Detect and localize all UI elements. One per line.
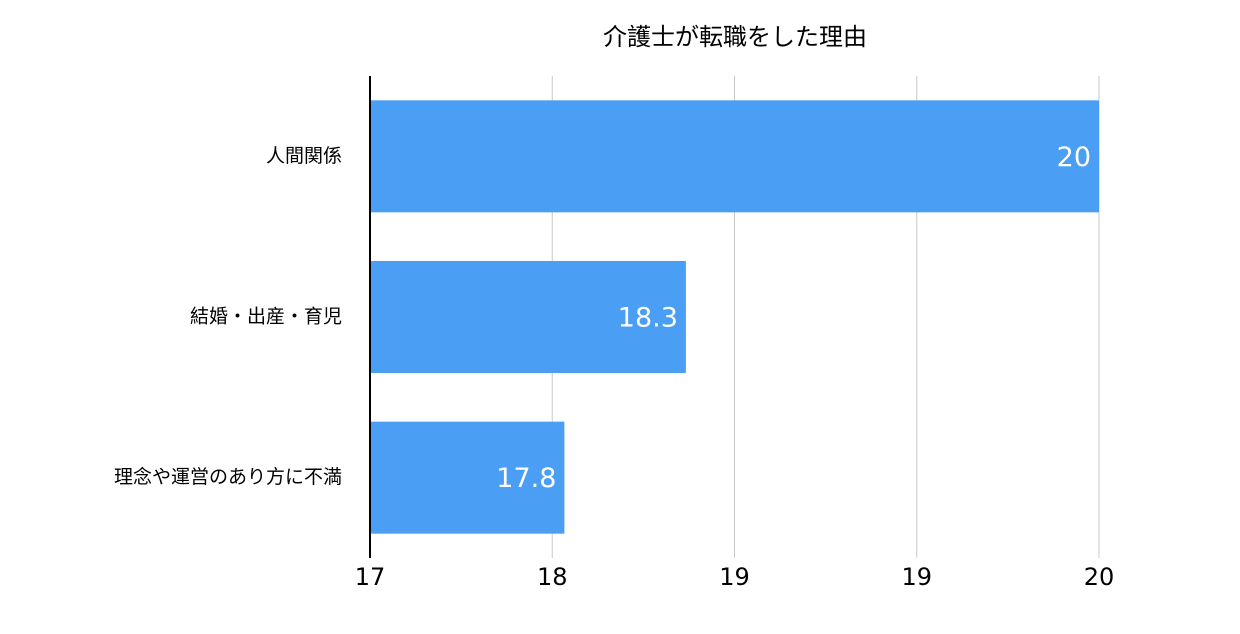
data-label: 20 xyxy=(1057,142,1091,173)
x-tick-label: 18 xyxy=(537,563,568,591)
data-label: 18.3 xyxy=(618,303,678,334)
chart-title: 介護士が転職をした理由 xyxy=(603,23,867,51)
bar xyxy=(370,100,1099,213)
bar xyxy=(370,261,686,373)
data-label: 17.8 xyxy=(496,463,556,494)
x-tick-label: 20 xyxy=(1084,563,1115,591)
y-tick-label: 人間関係 xyxy=(266,145,342,167)
x-tick-label: 17 xyxy=(355,563,386,591)
bar xyxy=(370,421,565,534)
x-tick-label: 19 xyxy=(719,563,750,591)
y-tick-label: 理念や運営のあり方に不満 xyxy=(114,465,342,488)
x-tick-label: 19 xyxy=(901,563,932,591)
y-tick-label: 結婚・出産・育児 xyxy=(190,306,342,328)
